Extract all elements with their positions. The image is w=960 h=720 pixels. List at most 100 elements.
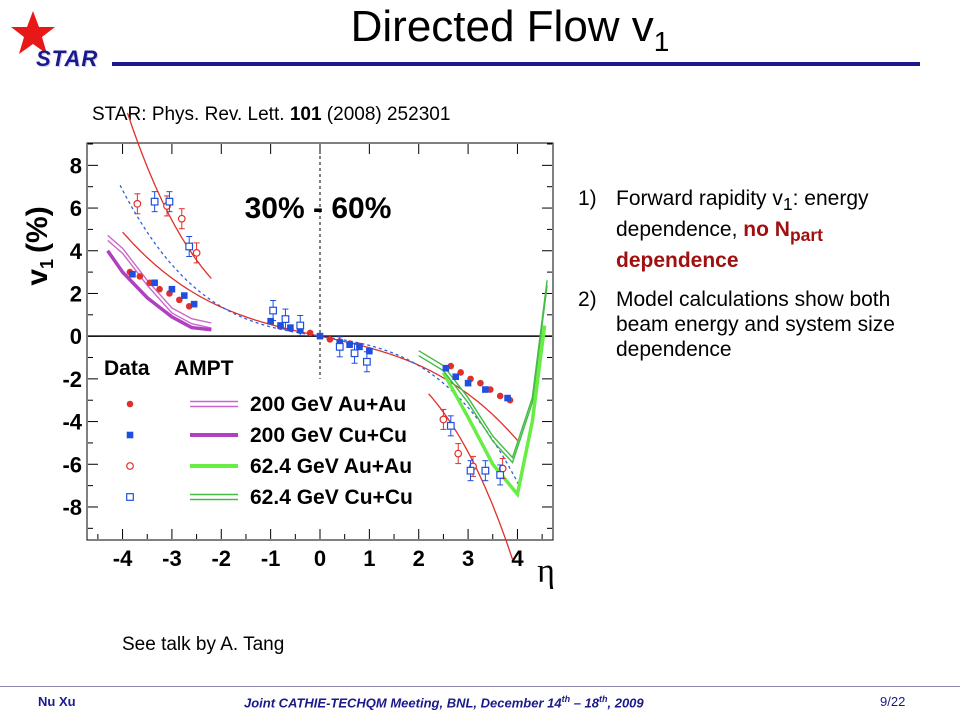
footer-author: Nu Xu <box>38 694 76 709</box>
bullet-subscript: 1 <box>782 194 793 215</box>
x-tick-label: -4 <box>113 546 133 571</box>
ampt-line <box>107 239 212 329</box>
points-layer <box>126 191 514 486</box>
x-tick-label: 0 <box>314 546 326 571</box>
y-tick-label: -2 <box>62 367 82 392</box>
bullet-number: 2) <box>578 288 597 312</box>
footer-meeting-sup: th <box>599 694 608 704</box>
data-point <box>335 342 344 351</box>
x-tick-label: -3 <box>162 546 182 571</box>
y-tick-label: 8 <box>70 153 82 178</box>
reference-suffix: (2008) 252301 <box>321 104 451 125</box>
bullet-text: Forward rapidity v <box>616 187 783 210</box>
bullet-number: 1) <box>578 187 597 210</box>
footer-meeting: Joint CATHIE-TECHQM Meeting, BNL, Decemb… <box>244 694 644 710</box>
talk-reference: See talk by A. Tang <box>122 634 285 655</box>
legend-label: 200 GeV Cu+Cu <box>250 424 407 447</box>
data-point <box>269 306 278 315</box>
footer-meeting-text: , 2009 <box>607 695 644 711</box>
y-tick-label: -4 <box>62 410 82 435</box>
reference-volume: 101 <box>289 104 322 125</box>
ampt-line <box>441 325 547 499</box>
bullet-point-1: 1) Forward rapidity v1: energy dependenc… <box>578 186 928 273</box>
data-point <box>496 471 505 479</box>
legend-label: 62.4 GeV Au+Au <box>250 455 412 478</box>
page-number: 9/22 <box>880 694 906 709</box>
data-point <box>126 431 134 439</box>
bullet-highlight-text: no N <box>743 218 790 242</box>
data-point <box>156 285 163 293</box>
data-point <box>442 364 450 372</box>
data-point <box>177 214 186 223</box>
data-point <box>165 197 174 206</box>
title-subscript: 1 <box>653 26 670 57</box>
footer-meeting-text: – 18 <box>570 695 599 711</box>
data-point <box>192 248 201 257</box>
data-point <box>464 379 472 387</box>
x-tick-label: 4 <box>511 546 524 571</box>
y-tick-label: 6 <box>70 196 82 221</box>
bullet-text: : energy dependence, <box>616 187 869 242</box>
data-point <box>277 322 284 329</box>
y-axis-title: v1 (%) <box>21 206 57 285</box>
footer-divider <box>0 686 960 687</box>
data-point <box>439 415 448 424</box>
legend-label: 62.4 GeV Cu+Cu <box>250 486 413 509</box>
bullet-points: 1) Forward rapidity v1: energy dependenc… <box>578 186 928 376</box>
x-tick-label: -2 <box>211 546 231 571</box>
reference-prefix: STAR: Phys. Rev. Lett. <box>92 104 290 125</box>
data-point <box>180 292 188 299</box>
y-axis-title-unit: (%) <box>21 206 54 253</box>
plot-frame <box>86 142 554 541</box>
y-axis-title-sub: 1 <box>37 259 57 269</box>
x-tick-label: 1 <box>363 546 375 571</box>
legend-header-data: Data <box>104 357 150 380</box>
footer-meeting-sup: th <box>561 694 571 704</box>
data-point <box>306 329 314 337</box>
y-tick-label: -8 <box>62 495 82 520</box>
data-point <box>129 270 136 278</box>
bullet-point-2: 2) Model calculations show both beam ene… <box>578 287 928 362</box>
data-point <box>466 466 475 475</box>
data-point <box>452 373 460 381</box>
data-point <box>481 466 490 475</box>
data-point <box>482 386 489 393</box>
footer-meeting-text: Joint CATHIE-TECHQM Meeting, BNL, Decemb… <box>244 695 562 711</box>
axes-layer: 8 6 4 2 0 -2 -4 -6 -8 -4 -3 -2 -1 0 1 2 3 4 <box>62 143 552 571</box>
bullet-highlight-subscript: part <box>789 225 824 246</box>
data-point <box>496 392 504 400</box>
data-point <box>126 493 134 501</box>
legend: Data AMPT 200 GeV Au+Au 200 GeV Cu+Cu 62.4 G… <box>104 357 413 509</box>
data-point <box>126 462 134 470</box>
logo-text: STAR <box>36 46 99 71</box>
x-tick-label: 2 <box>413 546 425 571</box>
data-point <box>267 317 274 325</box>
title-underline <box>112 62 920 66</box>
data-point <box>362 357 371 366</box>
title-main: Directed Flow v <box>350 2 654 51</box>
bullet-text: Model calculations show both beam energy… <box>616 288 895 362</box>
fit-line-200-cu <box>119 184 521 488</box>
data-point <box>281 315 290 323</box>
centrality-annotation: 30% - 60% <box>245 192 392 225</box>
data-point <box>477 379 484 387</box>
data-point <box>346 341 353 349</box>
ampt-line <box>106 249 212 332</box>
bullet-highlight: no Npart dependence <box>616 218 823 272</box>
data-point <box>136 273 144 280</box>
data-point <box>126 400 134 408</box>
data-point <box>504 394 511 402</box>
bullet-highlight-text: dependence <box>616 249 739 273</box>
y-tick-label: 0 <box>70 324 82 349</box>
data-point <box>326 336 334 343</box>
y-axis-title-v: v <box>21 269 54 286</box>
star-icon <box>11 11 55 54</box>
data-point <box>356 343 363 351</box>
y-tick-label: 4 <box>70 239 83 264</box>
data-point <box>446 421 455 430</box>
legend-label: 200 GeV Au+Au <box>250 393 406 416</box>
data-point <box>133 199 142 208</box>
x-tick-label: 3 <box>462 546 474 571</box>
data-point <box>190 300 198 308</box>
